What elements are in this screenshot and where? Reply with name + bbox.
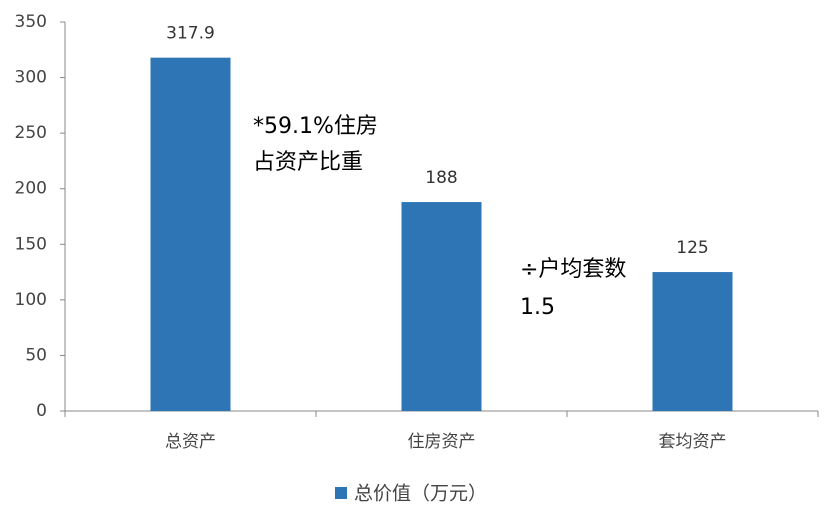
y-tick-label: 100 xyxy=(15,290,47,310)
legend-swatch xyxy=(335,487,347,499)
y-tick-label: 200 xyxy=(15,179,47,199)
value-label: 317.9 xyxy=(166,24,215,44)
x-tick-label: 总资产 xyxy=(165,432,216,452)
y-tick-label: 0 xyxy=(36,401,47,421)
value-label: 125 xyxy=(676,238,708,258)
y-tick-label: 250 xyxy=(15,123,47,143)
y-tick-label: 350 xyxy=(15,12,47,32)
legend-label: 总价值（万元） xyxy=(354,483,487,505)
bar xyxy=(652,272,733,411)
annotation: 1.5 xyxy=(520,295,555,320)
y-tick-label: 300 xyxy=(15,68,47,88)
x-tick-label: 套均资产 xyxy=(659,432,727,452)
annotation: 占资产比重 xyxy=(253,150,363,175)
y-tick-label: 150 xyxy=(15,234,47,254)
annotation: *59.1%住房 xyxy=(253,114,378,139)
x-tick-label: 住房资产 xyxy=(408,432,476,452)
y-tick-label: 50 xyxy=(25,345,47,365)
bar xyxy=(150,57,231,412)
annotation: ÷户均套数 xyxy=(520,257,626,282)
value-label: 188 xyxy=(425,168,457,188)
bar xyxy=(401,202,482,411)
